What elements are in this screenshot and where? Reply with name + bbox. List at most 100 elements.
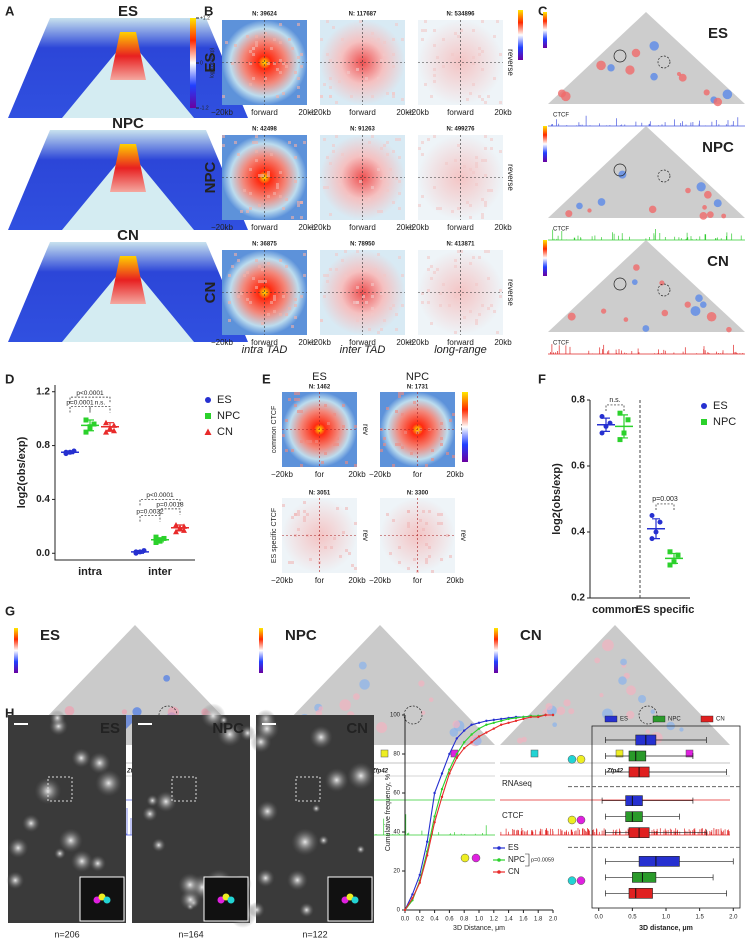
heatmap-pixel (228, 319, 231, 322)
box (625, 811, 643, 822)
heatmap-pixel (389, 552, 392, 555)
column-label: inter TAD (340, 344, 386, 356)
data-point (83, 417, 89, 423)
heatmap-pixel (285, 65, 288, 68)
heatmap-pixel (383, 53, 386, 56)
axis-end-label: 20kb (494, 338, 512, 347)
heatmap-pixel (279, 59, 282, 62)
heatmap-pixel (365, 77, 368, 80)
heatmap-pixel (493, 35, 496, 38)
column-label: ES (312, 371, 327, 383)
heatmap-pixel (380, 177, 383, 180)
heatmap-pixel (231, 62, 234, 65)
heatmap-pixel (460, 250, 463, 253)
heatmap-pixel (433, 271, 436, 274)
x-tick-label: 2.0 (729, 915, 738, 921)
tad-map-core (110, 32, 146, 80)
heatmap-pixel (264, 77, 267, 80)
contact-spot (661, 309, 669, 317)
heatmap-pixel (457, 65, 460, 68)
heatmap-pixel (354, 464, 357, 467)
contact-spot (599, 693, 604, 698)
cdf-point (492, 718, 495, 722)
heatmap-pixel (326, 20, 329, 23)
cdf-point (485, 731, 488, 734)
nucleus-spot (95, 769, 123, 797)
heatmap-pixel (452, 455, 455, 458)
heatmap-pixel (252, 47, 255, 50)
axis-end-label: 20kb (298, 223, 316, 232)
heatmap-pixel (380, 292, 383, 295)
heatmap-pixel (261, 268, 264, 271)
heatmap-pixel (326, 156, 329, 159)
heatmap-pixel (288, 307, 291, 310)
heatmap-pixel (422, 528, 425, 531)
y-tick-label: 0.6 (571, 461, 585, 472)
heatmap-pixel (401, 98, 404, 101)
aggregate-heatmap (418, 20, 503, 105)
heatmap-pixel (478, 313, 481, 316)
heatmap-pixel (401, 38, 404, 41)
heatmap-pixel (282, 434, 285, 437)
heatmap-pixel (421, 38, 424, 41)
row-label: common CTCF (271, 406, 278, 453)
heatmap-pixel (282, 295, 285, 298)
heatmap-pixel (333, 413, 336, 416)
cdf-point (418, 881, 421, 884)
heatmap-pixel (433, 68, 436, 71)
whisker (605, 890, 727, 897)
track-label: CTCF (553, 341, 569, 347)
colorbar-tick-label: +1.2 (200, 15, 210, 21)
heatmap-pixel (386, 189, 389, 192)
axis-label: for (315, 576, 325, 585)
sig-bracket (69, 406, 91, 413)
y-tick-label: 0.2 (571, 593, 585, 604)
panel-letter: C (538, 3, 548, 18)
box (638, 856, 680, 867)
heatmap-pixel (252, 53, 255, 56)
tad-map-core (110, 144, 146, 192)
axis-end-label: −20kb (211, 108, 234, 117)
data-point (67, 449, 73, 455)
heatmap-pixel (300, 295, 303, 298)
data-point (667, 562, 673, 568)
cdf-point (463, 729, 466, 732)
cdf-point (433, 815, 436, 818)
heatmap-pixel (234, 44, 237, 47)
column-label: NPC (406, 371, 429, 383)
data-point (107, 425, 113, 431)
aggregate-heatmap (222, 135, 307, 220)
contact-spot (472, 736, 482, 746)
y-tick-label: 0.8 (571, 395, 585, 406)
heatmap-pixel (484, 201, 487, 204)
heatmap-pixel (404, 431, 407, 434)
cdf-point (507, 721, 510, 724)
contact-spot (699, 212, 708, 220)
nucleus-spot (58, 828, 83, 853)
heatmap-pixel (267, 262, 270, 265)
ctcf-track (548, 229, 745, 241)
sample-size: n=206 (54, 929, 79, 939)
heatmap-pixel (446, 452, 449, 455)
axis-end-label: 20kb (446, 576, 464, 585)
contact-spot (676, 71, 682, 77)
row-label: ES specific CTCF (271, 508, 278, 563)
heatmap-pixel (425, 543, 428, 546)
heatmap-pixel (255, 41, 258, 44)
legend-marker (652, 715, 666, 723)
heatmap-pixel (457, 35, 460, 38)
heatmap-pixel (386, 407, 389, 410)
heatmap-pixel (398, 443, 401, 446)
heatmap-pixel (454, 331, 457, 334)
row-label: ES (118, 3, 138, 20)
heatmap-pixel (255, 44, 258, 47)
cdf-point (522, 715, 525, 719)
p-value: p=0.003 (652, 496, 678, 503)
contact-spot (353, 693, 360, 700)
heatmap-pixel (282, 207, 285, 210)
heatmap-pixel (398, 156, 401, 159)
p-value: n.s. (95, 399, 106, 406)
heatmap-pixel (267, 171, 270, 174)
x-tick-label: 1.6 (519, 917, 528, 923)
heatmap-pixel (431, 458, 434, 461)
